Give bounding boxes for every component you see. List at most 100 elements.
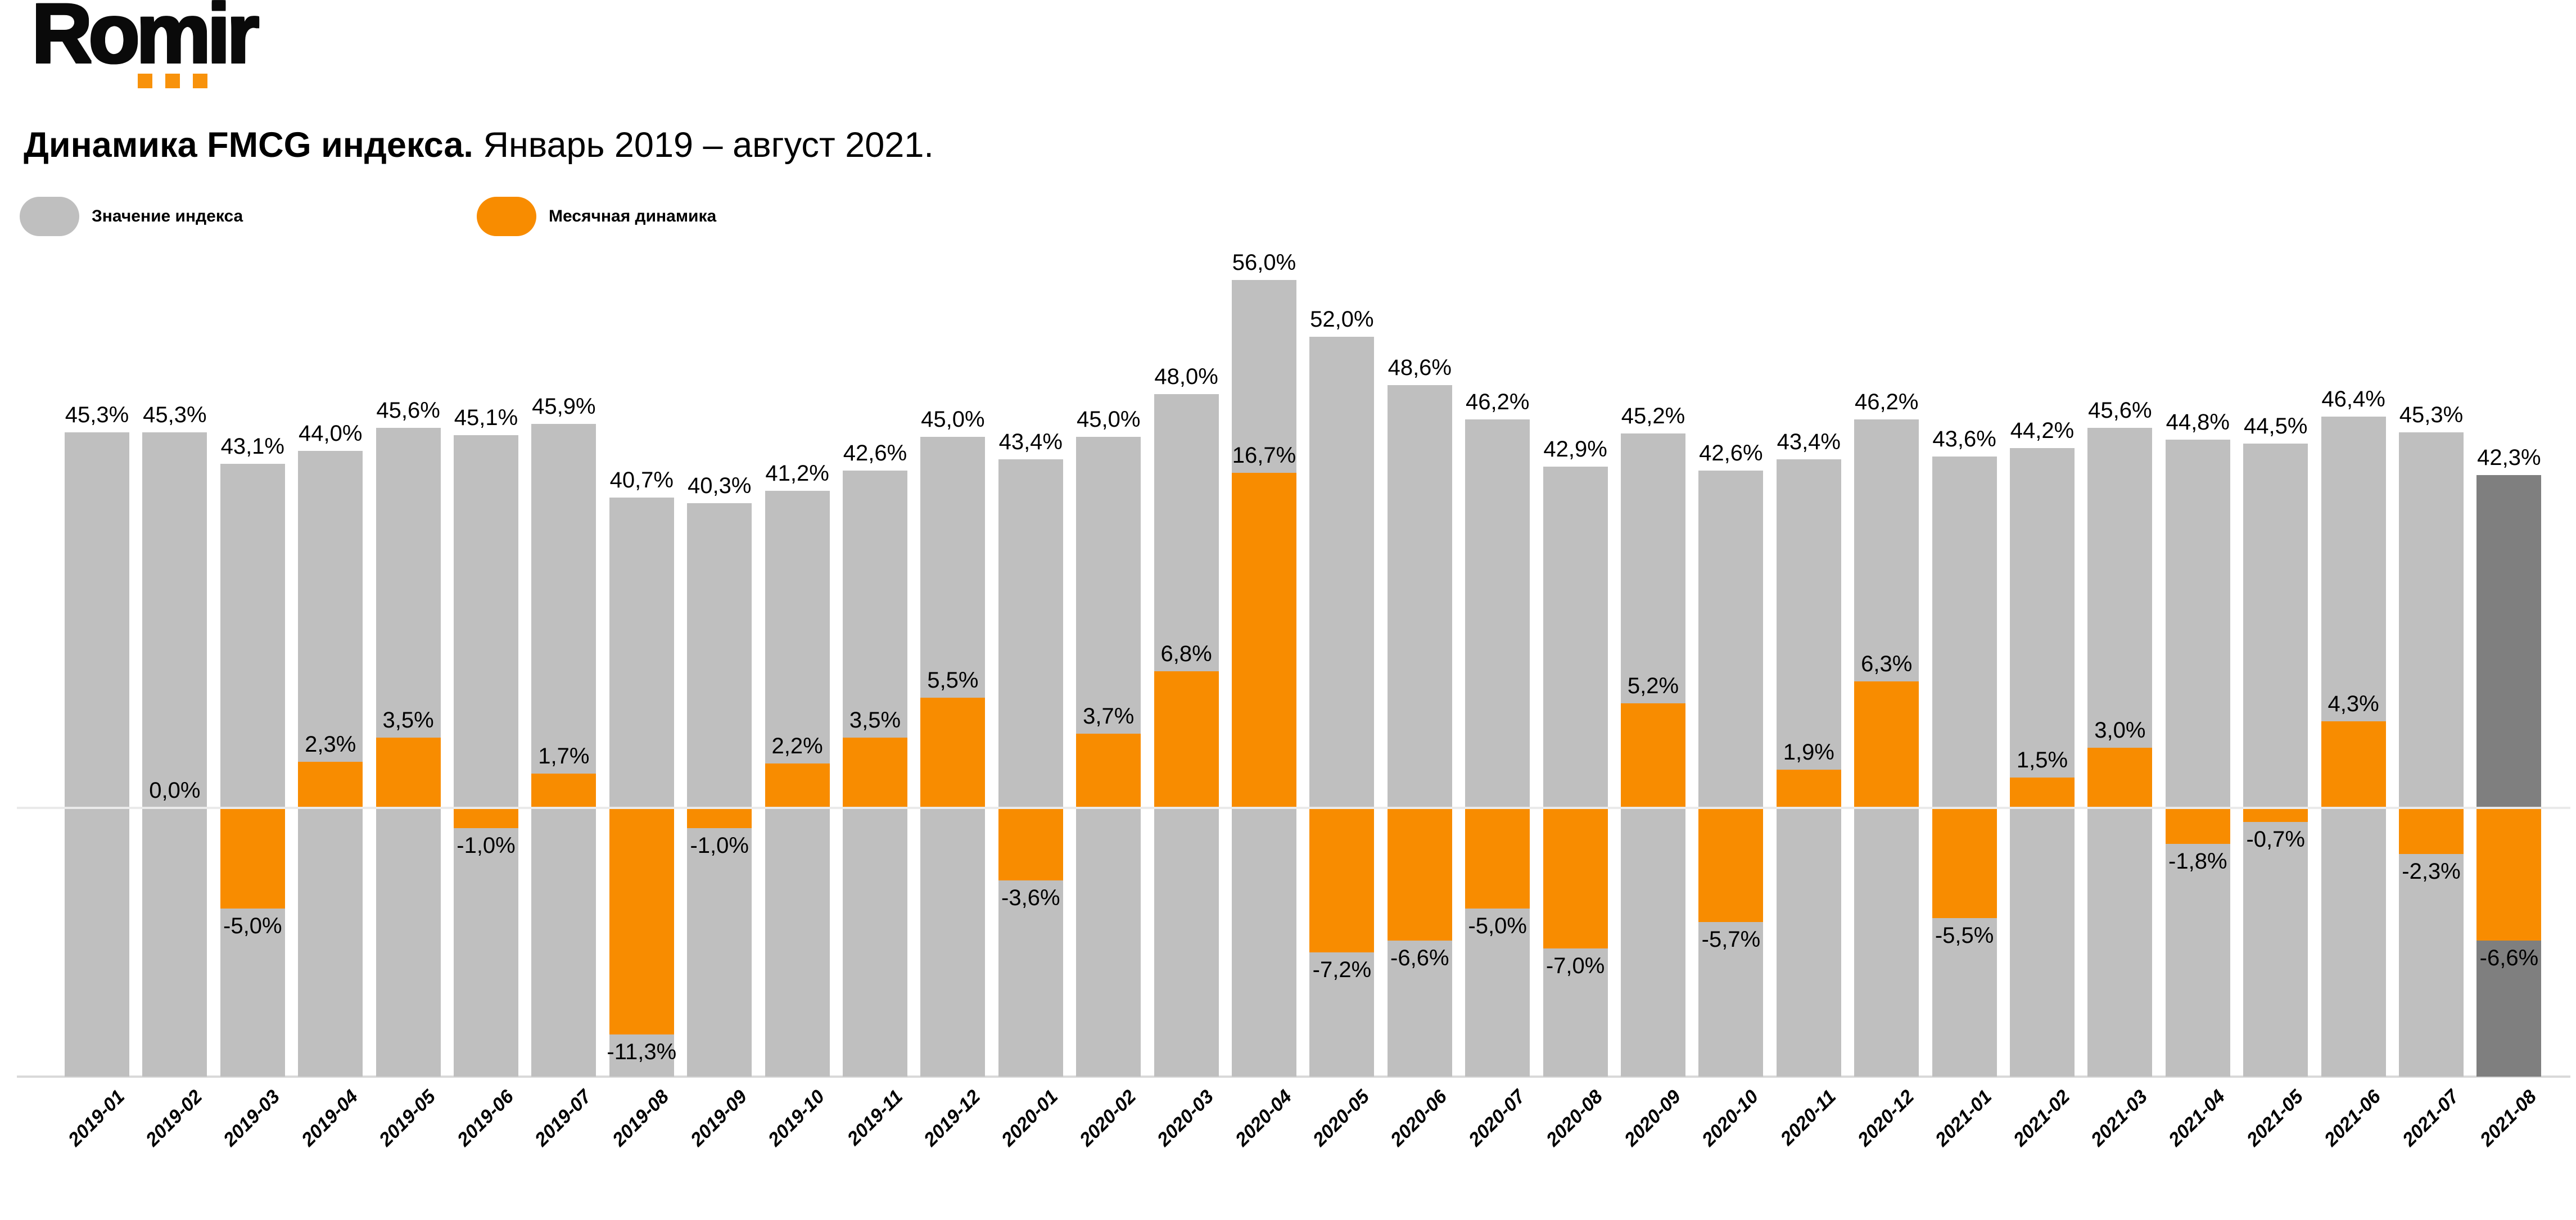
index-bar [687,503,752,1077]
index-value-label: 45,6% [2088,398,2152,423]
dynamics-bar [1387,808,1452,941]
index-bar [142,432,207,1077]
index-bar [2399,432,2464,1077]
dynamics-value-label: -5,5% [1935,923,1994,948]
x-axis-label: 2019-01 [64,1086,129,1151]
dynamics-value-label: -2,3% [2402,859,2461,884]
dynamics-bar [1309,808,1375,953]
dynamics-value-label: 1,9% [1783,740,1834,765]
dynamics-value-label: 3,5% [849,708,901,733]
index-value-label: 44,2% [2010,418,2075,443]
dynamics-legend-label: Месячная динамика [549,207,717,225]
dynamics-value-label: 6,3% [1861,652,1913,677]
index-value-label: 44,5% [2243,414,2308,439]
dynamics-value-label: -1,8% [2168,849,2227,874]
dynamics-value-label: 1,5% [2016,748,2068,773]
dynamics-value-label: -0,7% [2246,826,2305,852]
index-value-label: 41,2% [765,460,829,486]
dynamics-value-label: -11,3% [607,1040,677,1065]
dynamics-bar [2165,808,2230,844]
dynamics-legend-swatch [477,197,536,236]
dynamics-bar [376,738,441,808]
index-bar [2476,475,2542,1077]
index-value-label: 43,1% [220,433,284,459]
dynamics-bar [1232,472,1296,808]
index-value-label: 45,3% [143,402,207,427]
index-value-label: 46,2% [1465,390,1530,415]
index-bar [2243,444,2308,1077]
dynamics-value-label: -1,0% [690,833,749,858]
dynamics-value-label: 3,5% [382,708,434,733]
dynamics-bar [843,738,907,808]
index-value-label: 42,6% [1699,441,1763,466]
dynamics-bar [1621,703,1685,808]
dynamics-bar [454,808,518,828]
page-title-main: Динамика FMCG индекса. [24,125,473,165]
dynamics-bar [609,808,674,1035]
dynamics-bar [531,774,596,808]
dynamics-bar [1854,681,1919,808]
index-bar [1698,471,1764,1077]
x-axis-line [17,1076,2570,1078]
index-value-label: 43,4% [998,429,1063,454]
dynamics-bar [220,808,285,909]
index-value-label: 44,0% [298,421,363,446]
index-value-label: 40,3% [687,473,752,499]
dynamics-value-label: -6,6% [1390,945,1449,970]
index-value-label: 52,0% [1310,307,1374,332]
dynamics-value-label: -3,6% [1001,885,1060,910]
dynamics-bar [2010,778,2075,808]
romir-logo-dots [138,74,207,88]
index-value-label: 43,6% [1932,426,1996,451]
index-bar [65,432,129,1077]
page-title: Динамика FMCG индекса. Январь 2019 – авг… [24,125,934,165]
index-bar [1543,466,1608,1077]
index-value-label: 45,2% [1621,404,1685,429]
dynamics-bar [1154,671,1219,808]
zero-line [17,807,2570,809]
index-legend-swatch [20,197,79,236]
index-value-label: 48,0% [1154,364,1218,389]
dynamics-bar [1776,770,1841,808]
index-value-label: 45,3% [65,402,129,427]
index-value-label: 45,3% [2399,402,2464,427]
index-value-label: 45,6% [376,398,440,423]
dynamics-bar [1932,808,1997,919]
dynamics-value-label: 2,2% [771,734,823,759]
index-value-label: 42,9% [1543,436,1607,462]
dynamics-value-label: -7,2% [1312,957,1372,983]
dynamics-bar [1076,733,1141,808]
index-bar [2010,448,2075,1077]
dynamics-value-label: 3,7% [1083,703,1135,729]
index-legend-label: Значение индекса [92,207,243,225]
page-title-period: Январь 2019 – август 2021. [473,125,934,165]
index-value-label: 56,0% [1232,250,1296,275]
dynamics-value-label: -5,7% [1701,927,1761,952]
dynamics-value-label: 6,8% [1160,641,1212,667]
dynamics-bar [1543,808,1608,948]
index-value-label: 45,9% [532,394,596,419]
dynamics-bar [998,808,1063,880]
dynamics-value-label: -5,0% [1468,913,1527,938]
index-bar [531,423,596,1077]
index-value-label: 45,0% [1076,406,1141,432]
index-bar [1387,385,1452,1077]
index-bar [220,463,285,1077]
dynamics-value-label: 4,3% [2328,692,2379,717]
dynamics-bar [1465,808,1530,909]
dynamics-bar [2087,747,2153,808]
index-value-label: 45,1% [454,405,518,430]
index-bar [1776,459,1841,1077]
romir-logo: Romir [31,0,259,80]
dynamics-value-label: 2,3% [305,731,356,757]
logo-dot [138,74,152,88]
dynamics-value-label: -1,0% [457,833,516,858]
dynamics-bar [687,808,752,828]
index-bar [1932,456,1997,1077]
index-bar [2165,439,2230,1077]
dynamics-bar [765,763,830,808]
dynamics-value-label: 5,5% [927,667,979,693]
index-value-label: 48,6% [1388,355,1452,381]
dynamics-value-label: 5,2% [1627,674,1679,699]
dynamics-value-label: 3,0% [2094,717,2146,743]
